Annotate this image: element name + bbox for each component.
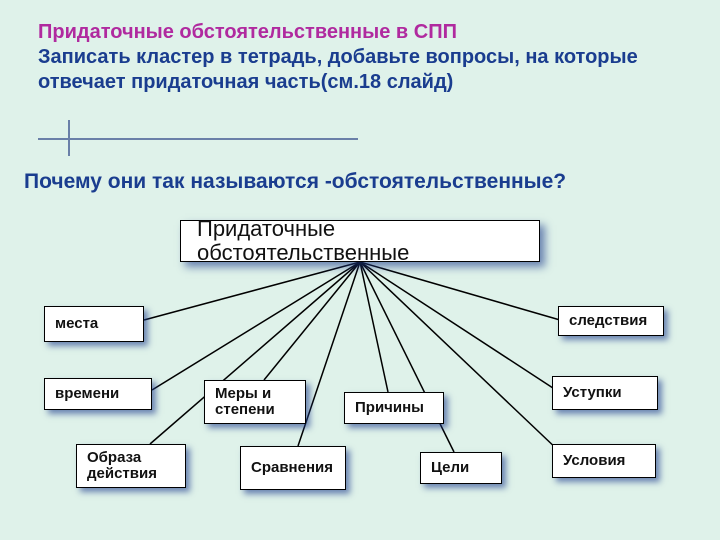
leaf-label: времени — [55, 386, 119, 403]
horizontal-rule — [38, 138, 358, 140]
title-line-2: Записать кластер в тетрадь, добавьте воп… — [38, 46, 638, 93]
leaf-node-sledst: следствия — [558, 306, 664, 336]
edge-mesta — [144, 262, 360, 320]
leaf-node-mery: Меры и степени — [204, 380, 306, 424]
leaf-node-prich: Причины — [344, 392, 444, 424]
slide-title: Придаточные обстоятельственные в СПП Зап… — [38, 20, 688, 95]
vertical-tick — [68, 120, 70, 156]
leaf-node-tseli: Цели — [420, 452, 502, 484]
leaf-node-obraza: Образа действия — [76, 444, 186, 488]
leaf-label: Причины — [355, 400, 424, 417]
leaf-label: Образа действия — [87, 450, 175, 483]
leaf-label: Цели — [431, 460, 469, 477]
leaf-node-uslov: Условия — [552, 444, 656, 478]
center-label: Придаточные обстоятельственные — [197, 217, 523, 265]
leaf-node-vremeni: времени — [44, 378, 152, 410]
edge-mery — [264, 262, 360, 380]
edge-sledst — [360, 262, 560, 320]
leaf-node-ustup: Уступки — [552, 376, 658, 410]
edge-vremeni — [152, 262, 360, 390]
edge-ustup — [360, 262, 556, 390]
leaf-label: следствия — [569, 313, 647, 330]
leaf-label: Меры и степени — [215, 386, 295, 419]
leaf-label: Условия — [563, 453, 625, 470]
title-line-1: Придаточные обстоятельственные в СПП — [38, 21, 457, 43]
leaf-label: Уступки — [563, 385, 622, 402]
leaf-label: места — [55, 316, 98, 333]
leaf-node-sravn: Сравнения — [240, 446, 346, 490]
center-node: Придаточные обстоятельственные — [180, 220, 540, 262]
leaf-label: Сравнения — [251, 460, 333, 477]
diagram-stage: Придаточные обстоятельственные места врем… — [0, 200, 720, 540]
question-line: Почему они так называются -обстоятельств… — [24, 170, 566, 194]
edge-prich — [360, 262, 388, 392]
leaf-node-mesta: места — [44, 306, 144, 342]
